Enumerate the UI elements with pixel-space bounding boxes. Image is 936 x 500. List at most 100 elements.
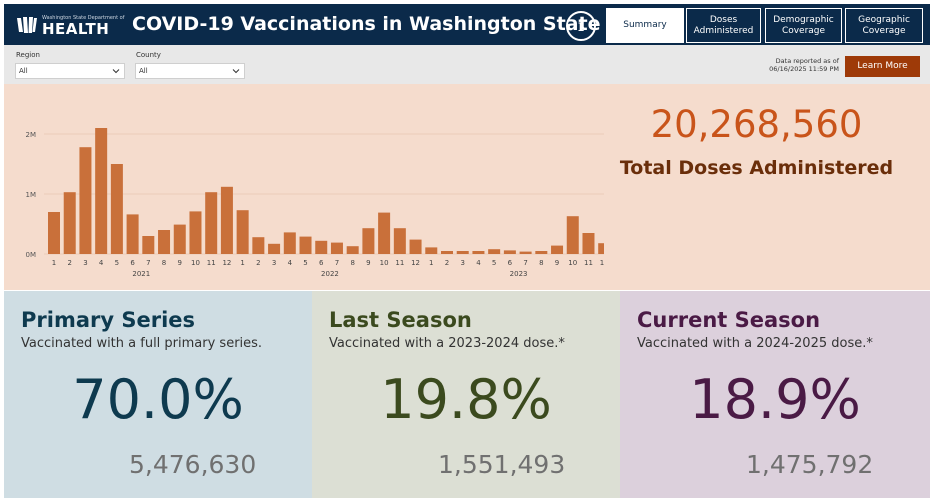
chart-bar[interactable]	[158, 230, 171, 254]
card-count: 1,475,792	[746, 450, 874, 479]
x-tick-label: 3	[272, 259, 276, 267]
chart-bar[interactable]	[441, 251, 453, 254]
chart-bar[interactable]	[126, 214, 139, 254]
chart-bar[interactable]	[252, 237, 265, 254]
chevron-down-icon	[112, 69, 120, 74]
x-tick-label: 7	[523, 259, 527, 267]
chart-bar[interactable]	[393, 228, 406, 254]
header-bar: Washington State Department of HEALTH CO…	[4, 4, 930, 45]
chart-bar[interactable]	[346, 246, 359, 254]
x-tick-label: 9	[366, 259, 370, 267]
chart-bar[interactable]	[315, 240, 328, 254]
x-tick-label: 5	[492, 259, 496, 267]
x-tick-label: 8	[539, 259, 543, 267]
chart-bar[interactable]	[582, 233, 595, 254]
chart-bar[interactable]	[268, 243, 281, 254]
card-title: Primary Series	[21, 308, 196, 332]
chart-bar[interactable]	[598, 243, 604, 254]
chart-bar[interactable]	[48, 212, 60, 254]
total-doses-label: Total Doses Administered	[619, 157, 894, 179]
x-year-label: 2023	[510, 270, 528, 278]
logo-small-text: Washington State Department of	[42, 15, 125, 21]
chart-bar[interactable]	[566, 216, 579, 254]
data-reported-text: Data reported as of 06/16/2025 11:59 PM	[754, 57, 839, 73]
chart-bar[interactable]	[142, 236, 155, 254]
x-tick-label: 12	[222, 259, 231, 267]
doh-logo[interactable]: Washington State Department of HEALTH	[16, 12, 125, 38]
x-tick-label: 5	[115, 259, 119, 267]
learn-more-button[interactable]: Learn More	[845, 56, 920, 77]
chart-bar[interactable]	[503, 250, 516, 254]
x-tick-label: 12	[600, 259, 604, 267]
x-tick-label: 1	[240, 259, 244, 267]
chart-bar[interactable]	[425, 247, 438, 254]
tab-geographic-coverage[interactable]: Geographic Coverage	[845, 8, 923, 43]
x-tick-label: 4	[476, 259, 481, 267]
chart-bar[interactable]	[220, 186, 233, 254]
x-tick-label: 10	[191, 259, 200, 267]
card-percent: 70.0%	[72, 368, 244, 431]
card-subtitle: Vaccinated with a full primary series.	[21, 336, 263, 351]
chevron-down-icon	[232, 69, 240, 74]
chart-bar[interactable]	[330, 242, 343, 254]
chart-bar[interactable]	[189, 211, 202, 254]
tab-doses-administered[interactable]: Doses Administered	[686, 8, 761, 43]
chart-bar[interactable]	[409, 239, 422, 254]
card-count: 1,551,493	[438, 450, 566, 479]
x-tick-label: 8	[350, 259, 354, 267]
chart-bar[interactable]	[519, 251, 532, 254]
x-tick-label: 1	[429, 259, 433, 267]
chart-bar[interactable]	[110, 164, 123, 254]
chart-bar[interactable]	[205, 192, 218, 254]
y-tick-label: 0M	[26, 251, 37, 259]
x-tick-label: 3	[83, 259, 87, 267]
chart-bar[interactable]	[472, 251, 485, 254]
data-reported-line1: Data reported as of	[775, 57, 839, 65]
tab-demographic-coverage[interactable]: Demographic Coverage	[765, 8, 842, 43]
chart-bar[interactable]	[362, 228, 375, 254]
x-tick-label: 4	[288, 259, 293, 267]
chart-bar[interactable]	[63, 192, 76, 254]
x-tick-label: 2	[445, 259, 449, 267]
x-tick-label: 6	[130, 259, 135, 267]
chart-bar[interactable]	[95, 128, 108, 254]
chart-bar[interactable]	[173, 224, 186, 254]
county-select[interactable]: All	[135, 63, 245, 79]
info-icon[interactable]: i	[566, 11, 596, 41]
x-year-label: 2021	[132, 270, 150, 278]
x-tick-label: 10	[568, 259, 577, 267]
x-tick-label: 9	[178, 259, 182, 267]
county-value: All	[139, 67, 148, 75]
chart-bar[interactable]	[378, 212, 391, 254]
x-tick-label: 6	[508, 259, 513, 267]
region-select[interactable]: All	[15, 63, 125, 79]
chart-bar[interactable]	[299, 236, 312, 254]
card-subtitle: Vaccinated with a 2024-2025 dose.*	[637, 336, 873, 351]
x-tick-label: 7	[146, 259, 150, 267]
total-doses-value: 20,268,560	[650, 103, 863, 146]
chart-bar[interactable]	[456, 251, 469, 254]
x-tick-label: 12	[411, 259, 420, 267]
x-tick-label: 4	[99, 259, 104, 267]
x-tick-label: 1	[52, 259, 56, 267]
x-tick-label: 11	[207, 259, 216, 267]
x-tick-label: 7	[335, 259, 339, 267]
chart-bar[interactable]	[79, 147, 92, 254]
data-reported-date: 06/16/2025 11:59 PM	[769, 65, 839, 73]
card-percent: 19.8%	[380, 368, 552, 431]
chart-bar[interactable]	[535, 251, 548, 254]
region-value: All	[19, 67, 28, 75]
filter-bar: Region All County All Data reported as o…	[4, 45, 930, 84]
county-label: County	[136, 51, 161, 59]
chart-bar[interactable]	[283, 232, 296, 254]
tab-summary[interactable]: Summary	[606, 8, 684, 43]
doses-chart-panel: 0M 1M 2M 1 2 3 4 5 6 7 8 9 10 11 12 1 2 3 4 5 6 7 8 9 10 11 12 1 2 3 4…	[4, 84, 930, 290]
x-tick-label: 3	[460, 259, 464, 267]
chart-bar[interactable]	[551, 245, 564, 254]
x-tick-label: 11	[584, 259, 593, 267]
logo-big-text: HEALTH	[42, 20, 110, 38]
x-tick-label: 10	[380, 259, 389, 267]
chart-bar[interactable]	[488, 249, 501, 254]
chart-bar[interactable]	[236, 210, 249, 254]
